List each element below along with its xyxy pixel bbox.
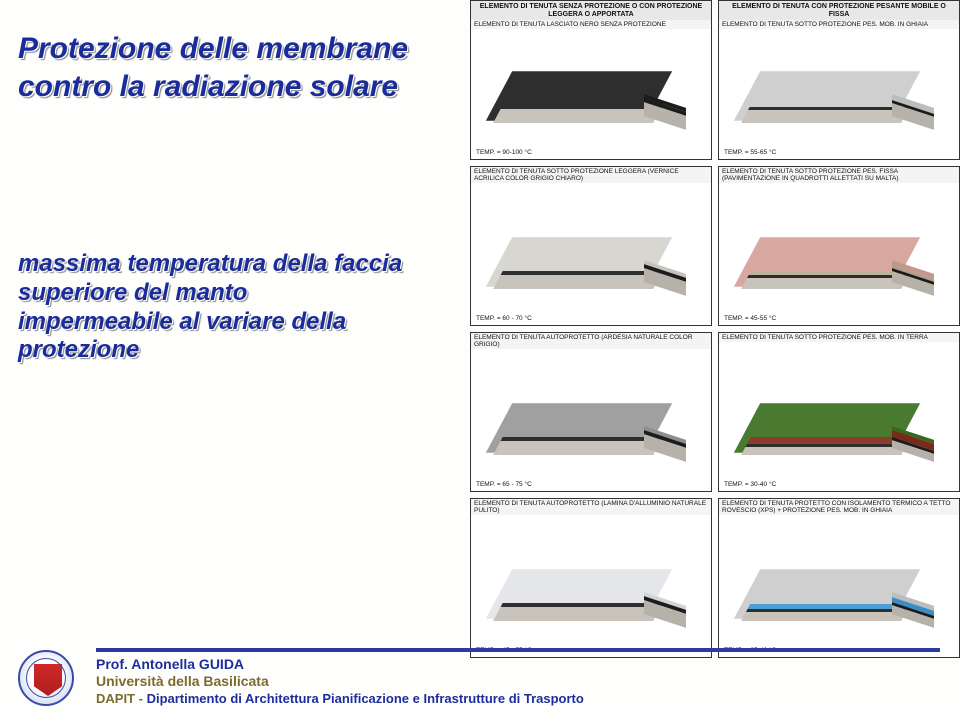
panel-temperature: TEMP. = 65 - 75 °C	[475, 481, 533, 488]
diagram-panel: ELEMENTO DI TENUTA SOTTO PROTEZIONE LEGG…	[470, 166, 712, 326]
panel-illustration	[719, 39, 959, 159]
subtitle-line-3: impermeabile al variare della	[18, 308, 458, 337]
diagram-panel: ELEMENTO DI TENUTA SOTTO PROTEZIONE PES.…	[718, 166, 960, 326]
panel-illustration	[471, 371, 711, 491]
footer-text: Prof. Antonella GUIDA Università della B…	[96, 656, 584, 706]
panel-illustration	[719, 371, 959, 491]
panel-subheader: ELEMENTO DI TENUTA PROTETTO CON ISOLAMEN…	[719, 499, 959, 515]
panel-subheader: ELEMENTO DI TENUTA SOTTO PROTEZIONE PES.…	[719, 167, 959, 183]
department-line: DAPIT - Dipartimento di Architettura Pia…	[96, 691, 584, 706]
panel-temperature: TEMP. = 30-40 °C	[723, 481, 777, 488]
panel-temperature: TEMP. = 55-65 °C	[723, 149, 777, 156]
panel-subheader: ELEMENTO DI TENUTA AUTOPROTETTO (ARDESIA…	[471, 333, 711, 349]
title-line-1: Protezione delle membrane	[18, 30, 458, 68]
panel-subheader: ELEMENTO DI TENUTA SOTTO PROTEZIONE PES.…	[719, 20, 959, 29]
diagram-panel: ELEMENTO DI TENUTA SENZA PROTEZIONE O CO…	[470, 0, 712, 160]
panel-temperature: TEMP. = 60 - 70 °C	[475, 315, 533, 322]
panel-illustration	[719, 205, 959, 325]
panel-illustration	[719, 537, 959, 657]
panel-illustration	[471, 205, 711, 325]
subtitle-line-2: superiore del manto	[18, 279, 458, 308]
panel-subheader: ELEMENTO DI TENUTA SOTTO PROTEZIONE LEGG…	[471, 167, 711, 183]
diagram-panel: ELEMENTO DI TENUTA CON PROTEZIONE PESANT…	[718, 0, 960, 160]
slide-subtitle: massima temperatura della faccia superio…	[18, 250, 458, 365]
footer-divider	[96, 648, 940, 652]
diagram-panel: ELEMENTO DI TENUTA PROTETTO CON ISOLAMEN…	[718, 498, 960, 658]
panel-illustration	[471, 537, 711, 657]
panel-temperature: TEMP. = 45-55 °C	[723, 315, 777, 322]
panel-subheader: ELEMENTO DI TENUTA SOTTO PROTEZIONE PES.…	[719, 333, 959, 342]
diagram-grid: ELEMENTO DI TENUTA SENZA PROTEZIONE O CO…	[470, 0, 960, 658]
panel-header: ELEMENTO DI TENUTA SENZA PROTEZIONE O CO…	[471, 1, 711, 20]
dapit-label: DAPIT -	[96, 691, 143, 706]
diagram-panel: ELEMENTO DI TENUTA SOTTO PROTEZIONE PES.…	[718, 332, 960, 492]
university-name: Università della Basilicata	[96, 673, 584, 689]
professor-name: Prof. Antonella GUIDA	[96, 656, 584, 672]
university-logo-icon	[18, 650, 74, 706]
panel-temperature: TEMP. = 90-100 °C	[475, 149, 533, 156]
panel-subheader: ELEMENTO DI TENUTA AUTOPROTETTO (LAMINA …	[471, 499, 711, 515]
slide-title: Protezione delle membrane contro la radi…	[18, 30, 458, 105]
slide-footer: Prof. Antonella GUIDA Università della B…	[0, 640, 960, 716]
title-line-2: contro la radiazione solare	[18, 68, 458, 106]
panel-subheader: ELEMENTO DI TENUTA LASCIATO NERO SENZA P…	[471, 20, 711, 29]
subtitle-line-4: protezione	[18, 336, 458, 365]
panel-illustration	[471, 39, 711, 159]
panel-header: ELEMENTO DI TENUTA CON PROTEZIONE PESANT…	[719, 1, 959, 20]
subtitle-line-1: massima temperatura della faccia	[18, 250, 458, 279]
diagram-panel: ELEMENTO DI TENUTA AUTOPROTETTO (ARDESIA…	[470, 332, 712, 492]
diagram-panel: ELEMENTO DI TENUTA AUTOPROTETTO (LAMINA …	[470, 498, 712, 658]
dapit-text: Dipartimento di Architettura Pianificazi…	[143, 691, 584, 706]
